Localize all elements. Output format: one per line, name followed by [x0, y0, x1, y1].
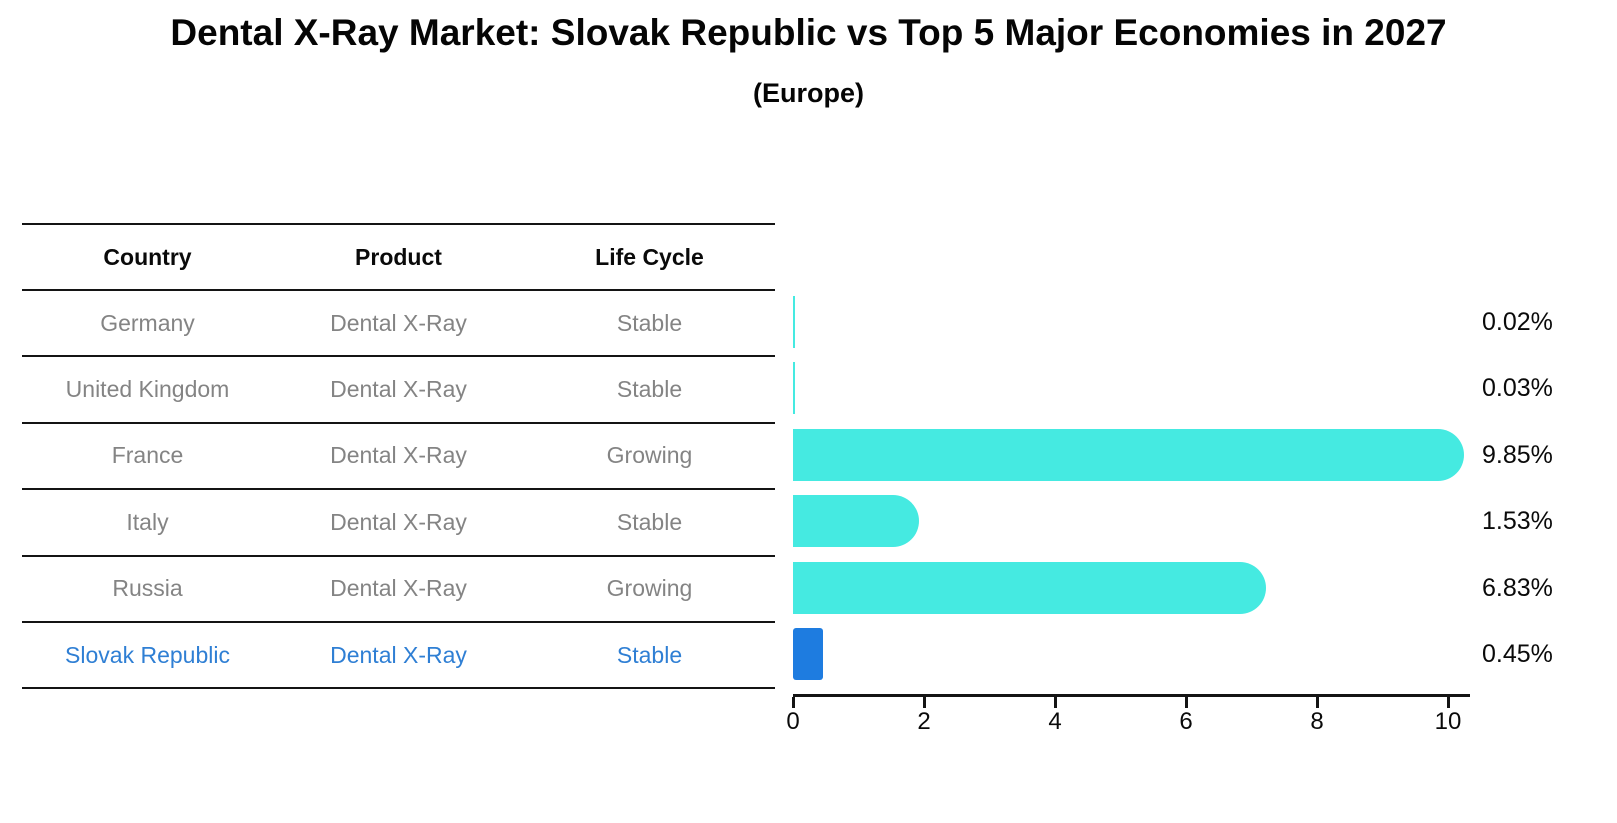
- x-axis-tick: [791, 697, 795, 708]
- value-label-france: 9.85%: [1482, 440, 1553, 469]
- cell-life-cycle: Growing: [606, 575, 693, 602]
- value-label-italy: 1.53%: [1482, 507, 1553, 536]
- table-header-row: Country Product Life Cycle: [22, 225, 775, 291]
- cell-country: Germany: [100, 309, 195, 336]
- x-axis-tick-label: 10: [1434, 708, 1462, 735]
- chart-title: Dental X-Ray Market: Slovak Republic vs …: [170, 12, 1447, 53]
- cell-country: Italy: [126, 508, 169, 535]
- x-axis-tick-label: 8: [1310, 708, 1324, 735]
- bar-united-kingdom: [793, 362, 795, 415]
- column-header-life-cycle: Life Cycle: [595, 243, 704, 270]
- bar-italy: [793, 495, 920, 548]
- table-row: Russia Dental X-Ray Growing: [22, 557, 775, 623]
- table-row: Germany Dental X-Ray Stable: [22, 291, 775, 358]
- column-header-country: Country: [103, 243, 192, 270]
- x-axis-tick-label: 0: [786, 708, 800, 735]
- x-axis-tick-label: 4: [1048, 708, 1062, 735]
- cell-country: France: [111, 442, 184, 469]
- cell-life-cycle: Stable: [616, 309, 683, 336]
- x-axis-tick: [922, 697, 926, 708]
- x-axis-tick: [1315, 697, 1319, 708]
- table-row: United Kingdom Dental X-Ray Stable: [22, 357, 775, 424]
- value-label-united-kingdom: 0.03%: [1482, 374, 1553, 403]
- x-axis-tick: [1053, 697, 1057, 708]
- cell-life-cycle: Stable: [616, 508, 683, 535]
- x-axis-tick-label: 6: [1179, 708, 1193, 735]
- x-axis-tick-label: 2: [917, 708, 931, 735]
- bar-russia: [793, 561, 1267, 614]
- column-header-product: Product: [355, 243, 442, 270]
- cell-product: Dental X-Ray: [330, 508, 467, 535]
- table-row: Italy Dental X-Ray Stable: [22, 490, 775, 557]
- cell-product: Dental X-Ray: [330, 575, 467, 602]
- x-axis-tick: [1446, 697, 1450, 708]
- cell-life-cycle: Stable: [616, 376, 683, 403]
- cell-product: Dental X-Ray: [330, 641, 467, 668]
- table-row: France Dental X-Ray Growing: [22, 424, 775, 491]
- table-row-highlighted: Slovak Republic Dental X-Ray Stable: [22, 623, 775, 690]
- cell-product: Dental X-Ray: [330, 442, 467, 469]
- value-label-germany: 0.02%: [1482, 308, 1553, 336]
- cell-product: Dental X-Ray: [330, 309, 467, 336]
- bar-france: [793, 428, 1465, 481]
- bar-slovak-republic: [793, 628, 823, 680]
- cell-product: Dental X-Ray: [330, 376, 467, 403]
- x-axis-spine: [793, 694, 1470, 697]
- cell-life-cycle: Growing: [606, 442, 693, 469]
- country-table: Country Product Life Cycle Germany Denta…: [22, 223, 775, 690]
- cell-life-cycle: Stable: [616, 641, 683, 668]
- x-axis-tick: [1184, 697, 1188, 708]
- bar-chart: 0.02% 0.03% 9.85% 1.53% 6.83% 0.45% 0 2 4 6 8 10: [786, 0, 1617, 823]
- cell-country: Russia: [112, 575, 183, 602]
- value-label-russia: 6.83%: [1482, 573, 1553, 602]
- cell-country: Slovak Republic: [65, 641, 230, 668]
- chart-subtitle: (Europe): [753, 78, 864, 108]
- bar-germany: [793, 296, 795, 348]
- value-label-slovak-republic: 0.45%: [1482, 640, 1553, 668]
- cell-country: United Kingdom: [65, 376, 230, 403]
